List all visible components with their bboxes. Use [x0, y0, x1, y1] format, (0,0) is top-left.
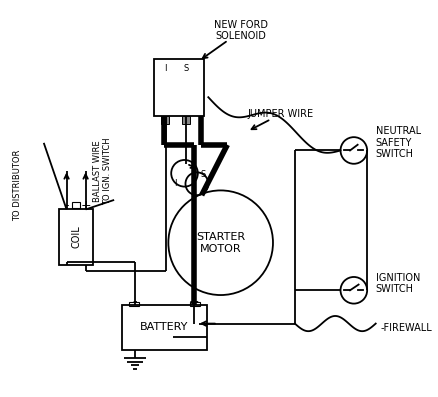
- Text: TO DISTRIBUTOR: TO DISTRIBUTOR: [13, 150, 21, 222]
- Text: +: +: [80, 199, 91, 212]
- Text: COIL: COIL: [71, 225, 81, 249]
- Bar: [154, 59, 204, 116]
- Text: I: I: [164, 64, 167, 73]
- Text: STARTER
MOTOR: STARTER MOTOR: [196, 232, 245, 254]
- Bar: [59, 210, 93, 265]
- Bar: [182, 116, 190, 124]
- Text: BALLAST WIRE
TO IGN. SWITCH: BALLAST WIRE TO IGN. SWITCH: [93, 138, 113, 205]
- Text: NEUTRAL
SAFETY
SWITCH: NEUTRAL SAFETY SWITCH: [376, 126, 421, 160]
- Text: IGNITION
SWITCH: IGNITION SWITCH: [376, 273, 420, 295]
- Bar: [72, 202, 80, 208]
- Text: S: S: [201, 170, 206, 179]
- Text: -FIREWALL: -FIREWALL: [381, 323, 432, 333]
- Bar: [129, 302, 139, 306]
- Bar: [190, 302, 200, 306]
- Text: I: I: [174, 179, 176, 188]
- Text: -: -: [64, 199, 69, 212]
- Text: BATTERY: BATTERY: [140, 322, 189, 332]
- Text: +: +: [189, 295, 199, 308]
- Text: NEW FORD
SOLENOID: NEW FORD SOLENOID: [214, 20, 268, 41]
- Text: S: S: [184, 64, 189, 73]
- Bar: [122, 304, 207, 350]
- Text: -: -: [133, 295, 138, 308]
- Bar: [161, 116, 170, 124]
- Text: JUMPER WIRE: JUMPER WIRE: [247, 109, 314, 119]
